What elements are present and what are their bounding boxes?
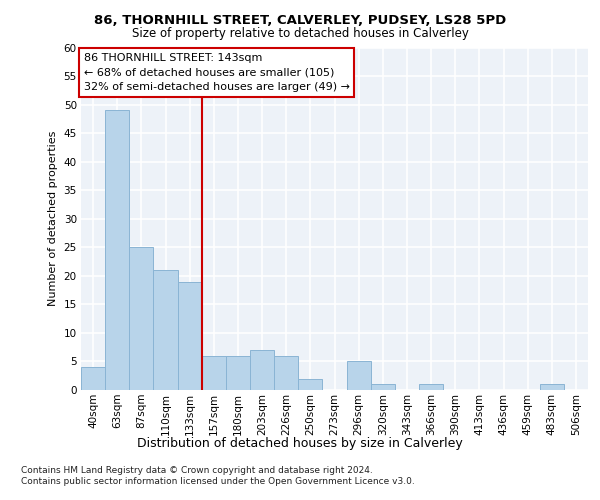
Bar (347, 362, 371, 390)
Bar (540, 384, 564, 390)
Bar (154, 270, 178, 390)
Text: Contains public sector information licensed under the Open Government Licence v3: Contains public sector information licen… (21, 477, 415, 486)
Bar (105, 110, 129, 390)
Bar (274, 356, 298, 390)
Bar (419, 384, 443, 390)
Bar (81, 367, 105, 390)
Text: 86, THORNHILL STREET, CALVERLEY, PUDSEY, LS28 5PD: 86, THORNHILL STREET, CALVERLEY, PUDSEY,… (94, 14, 506, 27)
Text: Distribution of detached houses by size in Calverley: Distribution of detached houses by size … (137, 438, 463, 450)
Text: 86 THORNHILL STREET: 143sqm
← 68% of detached houses are smaller (105)
32% of se: 86 THORNHILL STREET: 143sqm ← 68% of det… (83, 52, 350, 92)
Bar (129, 248, 154, 390)
Bar (250, 350, 274, 390)
Bar (178, 282, 202, 390)
Text: Contains HM Land Registry data © Crown copyright and database right 2024.: Contains HM Land Registry data © Crown c… (21, 466, 373, 475)
Y-axis label: Number of detached properties: Number of detached properties (48, 131, 58, 306)
Bar (226, 356, 250, 390)
Bar (371, 384, 395, 390)
Text: Size of property relative to detached houses in Calverley: Size of property relative to detached ho… (131, 28, 469, 40)
Bar (202, 356, 226, 390)
Bar (298, 378, 322, 390)
